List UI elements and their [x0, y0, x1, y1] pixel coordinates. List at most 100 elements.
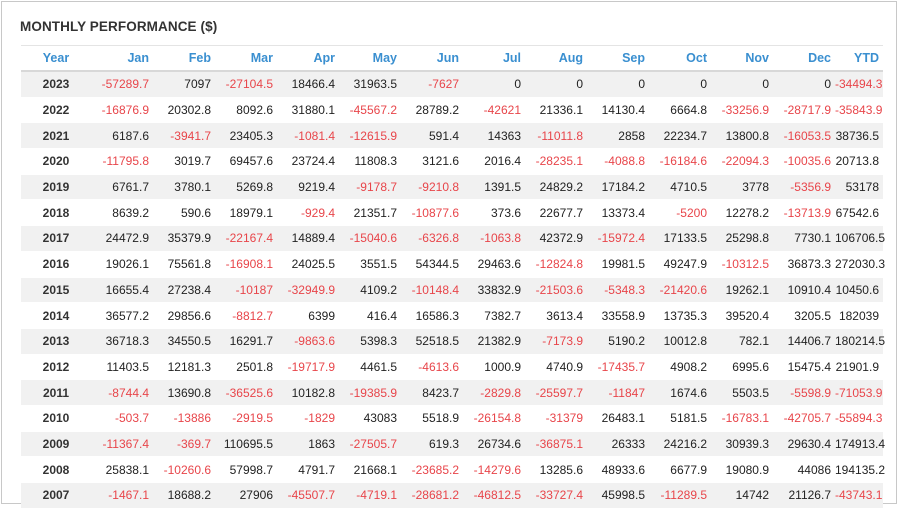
value-cell-apr: 14889.4: [277, 225, 339, 252]
value-cell-jun: -28681.2: [401, 482, 463, 509]
value-cell-oct: 6664.8: [649, 97, 711, 124]
year-cell: 2017: [21, 225, 91, 252]
value-cell-aug: 21336.1: [525, 97, 587, 124]
value-cell-ytd: 67542.6: [835, 199, 883, 227]
column-header-nov: Nov: [711, 45, 773, 72]
value-cell-nov: 0: [711, 71, 773, 98]
year-cell: 2022: [21, 97, 91, 124]
value-cell-jun: -9210.8: [401, 174, 463, 201]
value-cell-aug: -28235.1: [525, 148, 587, 175]
column-header-feb: Feb: [153, 45, 215, 72]
table-row: 2011 -8744.4 13690.8 -36525.6 10182.8 -19385.…: [21, 379, 883, 406]
value-cell-jun: -10877.6: [401, 199, 463, 227]
value-cell-dec: -28717.9: [773, 97, 835, 124]
value-cell-jan: 36577.2: [91, 302, 153, 329]
value-cell-may: 4461.5: [339, 354, 401, 381]
value-cell-mar: -36525.6: [215, 379, 277, 406]
table-row: 2014 36577.2 29856.6 -8812.7 6399 416.4 16586.…: [21, 302, 883, 329]
value-cell-feb: -3941.7: [153, 122, 215, 150]
value-cell-jul: -42621: [463, 97, 525, 124]
value-cell-jan: -1467.1: [91, 482, 153, 509]
value-cell-jul: -46812.5: [463, 482, 525, 509]
year-cell: 2012: [21, 354, 91, 381]
value-cell-feb: 18688.2: [153, 482, 215, 509]
table-row: 2020 -11795.8 3019.7 69457.6 23724.4 11808.3 3…: [21, 148, 883, 175]
year-cell: 2009: [21, 431, 91, 458]
value-cell-apr: 31880.1: [277, 97, 339, 124]
value-cell-nov: -22094.3: [711, 148, 773, 175]
value-cell-jun: 8423.7: [401, 379, 463, 406]
value-cell-may: -19385.9: [339, 379, 401, 406]
value-cell-jan: 16655.4: [91, 277, 153, 304]
table-body: 2023 -57289.7 7097 -27104.5 18466.4 31963.5 -7…: [21, 71, 885, 509]
value-cell-oct: -5200: [649, 199, 711, 227]
value-cell-oct: 0: [649, 71, 711, 98]
monthly-performance-table: Year Jan Feb Mar Apr May Jun Jul Aug Sep Oct Nov Dec…: [21, 45, 885, 509]
value-cell-ytd: -55894.3: [835, 405, 883, 432]
value-cell-apr: 24025.5: [277, 251, 339, 278]
value-cell-jul: 373.6: [463, 199, 525, 227]
value-cell-sep: -11847: [587, 379, 649, 406]
value-cell-feb: 29856.6: [153, 302, 215, 329]
value-cell-ytd: 182039: [835, 302, 883, 329]
value-cell-oct: -16184.6: [649, 148, 711, 175]
table-row: 2018 8639.2 590.6 18979.1 -929.4 21351.7 -1087…: [21, 199, 883, 227]
value-cell-jun: -23685.2: [401, 456, 463, 483]
value-cell-feb: -13886: [153, 405, 215, 432]
value-cell-sep: 19981.5: [587, 251, 649, 278]
value-cell-nov: 782.1: [711, 328, 773, 355]
value-cell-ytd: -71053.9: [835, 379, 883, 406]
value-cell-apr: -1081.4: [277, 122, 339, 150]
value-cell-ytd: 21901.9: [835, 354, 883, 381]
value-cell-sep: -17435.7: [587, 354, 649, 381]
value-cell-nov: 6995.6: [711, 354, 773, 381]
value-cell-nov: 30939.3: [711, 431, 773, 458]
value-cell-jun: 619.3: [401, 431, 463, 458]
value-cell-jul: 2016.4: [463, 148, 525, 175]
value-cell-apr: 18466.4: [277, 71, 339, 98]
value-cell-sep: 14130.4: [587, 97, 649, 124]
value-cell-apr: 4791.7: [277, 456, 339, 483]
value-cell-ytd: 194135.2: [835, 456, 885, 483]
year-cell: 2020: [21, 148, 91, 175]
value-cell-sep: 26333: [587, 431, 649, 458]
column-header-sep: Sep: [587, 45, 649, 72]
value-cell-aug: -25597.7: [525, 379, 587, 406]
value-cell-apr: -45507.7: [277, 482, 339, 509]
value-cell-sep: 2858: [587, 122, 649, 150]
value-cell-jan: 6761.7: [91, 174, 153, 201]
value-cell-mar: 8092.6: [215, 97, 277, 124]
value-cell-jan: -8744.4: [91, 379, 153, 406]
value-cell-oct: 17133.5: [649, 225, 711, 252]
value-cell-apr: 10182.8: [277, 379, 339, 406]
column-header-jan: Jan: [91, 45, 153, 72]
value-cell-ytd: 20713.8: [835, 148, 883, 175]
value-cell-feb: 75561.8: [153, 251, 215, 278]
value-cell-jul: 29463.6: [463, 251, 525, 278]
value-cell-feb: -369.7: [153, 431, 215, 458]
value-cell-ytd: 38736.5: [835, 122, 883, 150]
value-cell-aug: -31379: [525, 405, 587, 432]
value-cell-mar: 110695.5: [215, 431, 277, 458]
value-cell-feb: 3780.1: [153, 174, 215, 201]
value-cell-jan: -57289.7: [91, 71, 153, 98]
value-cell-sep: 0: [587, 71, 649, 98]
value-cell-dec: 36873.3: [773, 251, 835, 278]
value-cell-ytd: 53178: [835, 174, 883, 201]
value-cell-feb: 35379.9: [153, 225, 215, 252]
value-cell-aug: -33727.4: [525, 482, 587, 509]
value-cell-apr: 6399: [277, 302, 339, 329]
value-cell-may: 416.4: [339, 302, 401, 329]
value-cell-aug: 4740.9: [525, 354, 587, 381]
value-cell-dec: 0: [773, 71, 835, 98]
value-cell-may: -27505.7: [339, 431, 401, 458]
value-cell-may: 43083: [339, 405, 401, 432]
value-cell-dec: 29630.4: [773, 431, 835, 458]
value-cell-may: -9178.7: [339, 174, 401, 201]
value-cell-dec: -5598.9: [773, 379, 835, 406]
value-cell-apr: 23724.4: [277, 148, 339, 175]
value-cell-mar: -22167.4: [215, 225, 277, 252]
value-cell-jan: 25838.1: [91, 456, 153, 483]
value-cell-mar: -16908.1: [215, 251, 277, 278]
value-cell-nov: 39520.4: [711, 302, 773, 329]
